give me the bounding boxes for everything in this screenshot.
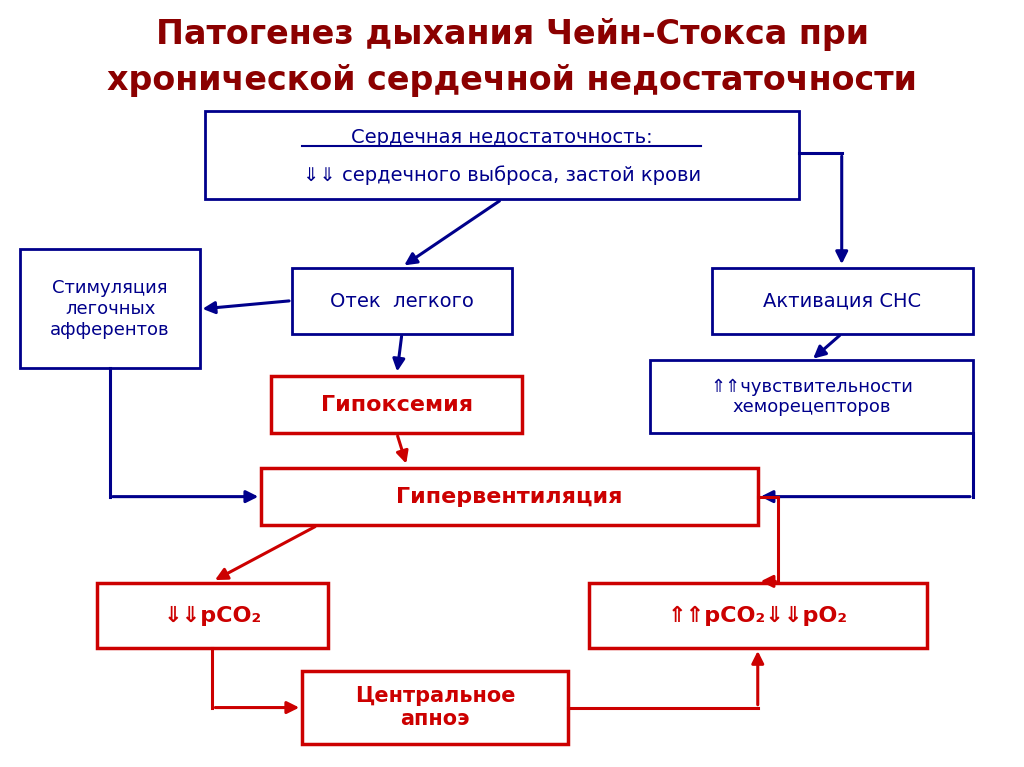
- Text: ⇓⇓ сердечного выброса, застой крови: ⇓⇓ сердечного выброса, застой крови: [303, 166, 700, 186]
- Text: Стимуляция
легочных
афферентов: Стимуляция легочных афферентов: [50, 279, 170, 338]
- FancyBboxPatch shape: [292, 268, 512, 334]
- FancyBboxPatch shape: [97, 583, 328, 648]
- FancyBboxPatch shape: [20, 249, 200, 368]
- Text: ⇑⇑pCO₂⇓⇓pO₂: ⇑⇑pCO₂⇓⇓pO₂: [668, 605, 848, 626]
- FancyBboxPatch shape: [650, 360, 973, 433]
- Text: Гипервентиляция: Гипервентиляция: [396, 486, 623, 507]
- Text: Центральное
апноэ: Центральное апноэ: [355, 686, 515, 729]
- FancyBboxPatch shape: [261, 468, 758, 525]
- FancyBboxPatch shape: [712, 268, 973, 334]
- Text: Сердечная недостаточность:: Сердечная недостаточность:: [351, 128, 652, 147]
- FancyBboxPatch shape: [205, 111, 799, 199]
- Text: ⇓⇓pCO₂: ⇓⇓pCO₂: [164, 605, 261, 626]
- FancyBboxPatch shape: [589, 583, 927, 648]
- Text: хронической сердечной недостаточности: хронической сердечной недостаточности: [108, 64, 916, 97]
- Text: Патогенез дыхания Чейн-Стокса при: Патогенез дыхания Чейн-Стокса при: [156, 18, 868, 51]
- Text: ⇑⇑чувствительности
хеморецепторов: ⇑⇑чувствительности хеморецепторов: [710, 377, 913, 416]
- Text: Отек  легкого: Отек легкого: [330, 291, 474, 311]
- Text: Активация СНС: Активация СНС: [763, 291, 922, 311]
- FancyBboxPatch shape: [271, 376, 522, 433]
- Text: Гипоксемия: Гипоксемия: [321, 394, 473, 415]
- FancyBboxPatch shape: [302, 671, 568, 744]
